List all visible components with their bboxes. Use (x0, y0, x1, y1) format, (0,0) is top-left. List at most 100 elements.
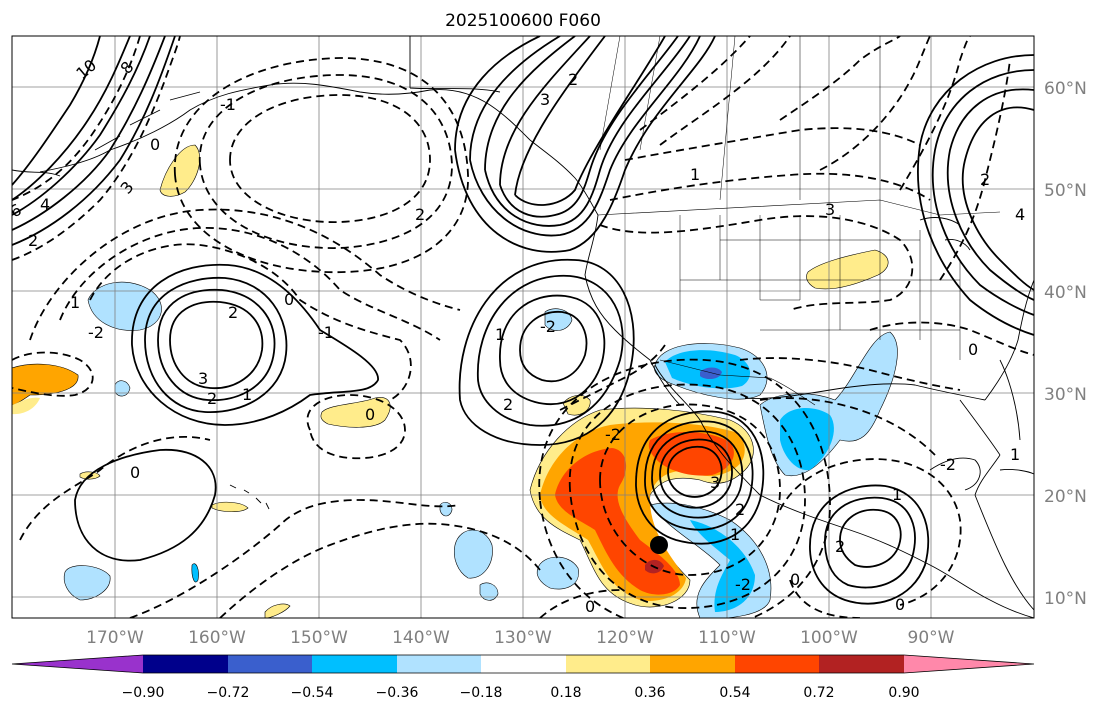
pos-area-plains (806, 249, 889, 290)
neg-area-small-6 (114, 380, 131, 397)
pos-area-small-south (264, 603, 291, 618)
contour-cyclone-ring-3 (651, 430, 744, 519)
colorbar-segment (143, 655, 229, 673)
lon-label: 100°W (800, 628, 858, 648)
contour-dash-canada-3 (779, 36, 901, 121)
arctic-coast (409, 36, 501, 93)
contour-label: 1 (70, 293, 80, 312)
lon-label: 160°W (188, 628, 246, 648)
lon-label: 140°W (392, 628, 450, 648)
contour-label: 0 (968, 340, 978, 359)
contour-cyclone-ring-4 (644, 420, 754, 531)
contour-dash-east (899, 36, 971, 191)
contour-dash-carib-2 (789, 579, 861, 618)
contour-gulf-alaska-2 (484, 36, 691, 227)
contour-west-high-5 (12, 36, 101, 186)
neg-area-small-8 (544, 308, 573, 331)
contour-label: 2 (568, 70, 578, 89)
colorbar-tick-label: −0.90 (122, 685, 165, 701)
gulf-coast (744, 383, 1001, 496)
colorbar-segment (650, 655, 736, 673)
colorbar-tick-label: 0.54 (719, 685, 750, 701)
contours (12, 36, 1034, 618)
contour-label: -1 (220, 95, 236, 114)
colorbar-segment (397, 655, 482, 673)
contour-dash-gulf (869, 321, 1034, 356)
contour-label: -2 (940, 455, 956, 474)
contour-label: 1 (242, 385, 252, 404)
contour-dash-alaska-3 (174, 57, 469, 274)
neg-area-pacific-west (87, 281, 162, 331)
contour-dash-us-3 (624, 127, 921, 161)
contour-caribbean-ring-3 (809, 484, 930, 605)
contour-west-high-4 (12, 36, 131, 201)
contour-gulf-alaska-3 (499, 36, 679, 218)
longitude-axis: 170°W 160°W 150°W 140°W 130°W 120°W 110°… (86, 628, 955, 648)
graticule (12, 36, 1034, 618)
colorbar-tick-label: −0.18 (460, 685, 503, 701)
contour-label: 1 (730, 525, 740, 544)
map-panel: 10 8 6 4 3 2 1 0 -1 -2 2 3 2 1 0 -1 -2 2… (12, 36, 1034, 618)
contour-label: 0 (130, 463, 140, 482)
florida (999, 359, 1021, 441)
neg-area-texas-core (780, 408, 834, 471)
contour-east-trough-4 (917, 54, 1034, 336)
lon-label: 170°W (86, 628, 144, 648)
contour-label: 2 (735, 500, 745, 519)
contour-tropical-west (74, 449, 217, 562)
pos-area-cyclone-red (555, 448, 680, 595)
yucatan (929, 457, 981, 491)
contour-dash-canada-4 (819, 36, 931, 171)
contour-cyclone-ring-1 (667, 445, 723, 498)
pos-area-west-pacific-halo (12, 397, 40, 415)
contour-label: 4 (1015, 205, 1025, 224)
contour-label: 3 (540, 90, 550, 109)
contour-label: 2 (980, 170, 990, 189)
contour-label: 3 (198, 369, 208, 388)
contour-ne-pacific-ring-4 (458, 259, 635, 446)
contour-cyclone-ring-2 (659, 438, 733, 509)
colorbar-extend-low (12, 655, 143, 673)
contour-gulf-alaska-4 (514, 36, 666, 206)
contour-west-high-2 (12, 36, 166, 231)
contour-pacific-low-ring-2 (157, 288, 276, 401)
neg-area-cyclone-south-core (690, 520, 755, 612)
contour-label: 2 (207, 389, 217, 408)
us-mexico-border (659, 359, 816, 406)
neg-area-small-5 (479, 582, 499, 601)
contour-east-trough-3 (931, 69, 1034, 316)
contour-label: 2 (28, 231, 38, 250)
lon-label: 120°W (596, 628, 654, 648)
contour-label: 3 (710, 473, 720, 492)
contour-label: -2 (540, 317, 556, 336)
lat-label: 40°N (1044, 283, 1087, 303)
contour-ne-pacific-ring-2 (499, 294, 606, 405)
contour-pacific-low-ring-1 (169, 300, 264, 389)
latitude-axis: 10°N 20°N 30°N 40°N 50°N 60°N (1044, 79, 1087, 609)
contour-west-high-1 (12, 36, 176, 246)
lon-label: 130°W (494, 628, 552, 648)
lat-label: 50°N (1044, 181, 1087, 201)
contour-dash-cyclone-outer-1 (599, 403, 781, 576)
contour-cyclone-ring-5 (635, 410, 765, 545)
neg-area-small-2 (536, 556, 579, 590)
alaska-coast (39, 82, 599, 216)
contour-dash-cyclone-outer-3 (538, 358, 831, 618)
contour-caribbean-ring-1 (839, 508, 902, 568)
lat-label: 10°N (1044, 589, 1087, 609)
lat-label: 30°N (1044, 385, 1087, 405)
contour-label: 2 (228, 303, 238, 322)
contour-dash-texas-2 (739, 357, 961, 391)
colorbar-tick-label: −0.54 (291, 685, 334, 701)
contour-east-trough-1 (961, 106, 1034, 291)
colorbar-tick-label: 0.18 (550, 685, 581, 701)
contour-dash-mid-1 (306, 394, 406, 460)
storm-center-marker (650, 536, 668, 554)
neg-area-small-3 (63, 565, 111, 601)
contour-label: 1 (690, 165, 700, 184)
contour-east-trough-2 (946, 88, 1034, 301)
central-america (974, 494, 1034, 611)
neg-area-small-7 (191, 563, 199, 583)
contour-dash-west-edge (12, 36, 181, 261)
